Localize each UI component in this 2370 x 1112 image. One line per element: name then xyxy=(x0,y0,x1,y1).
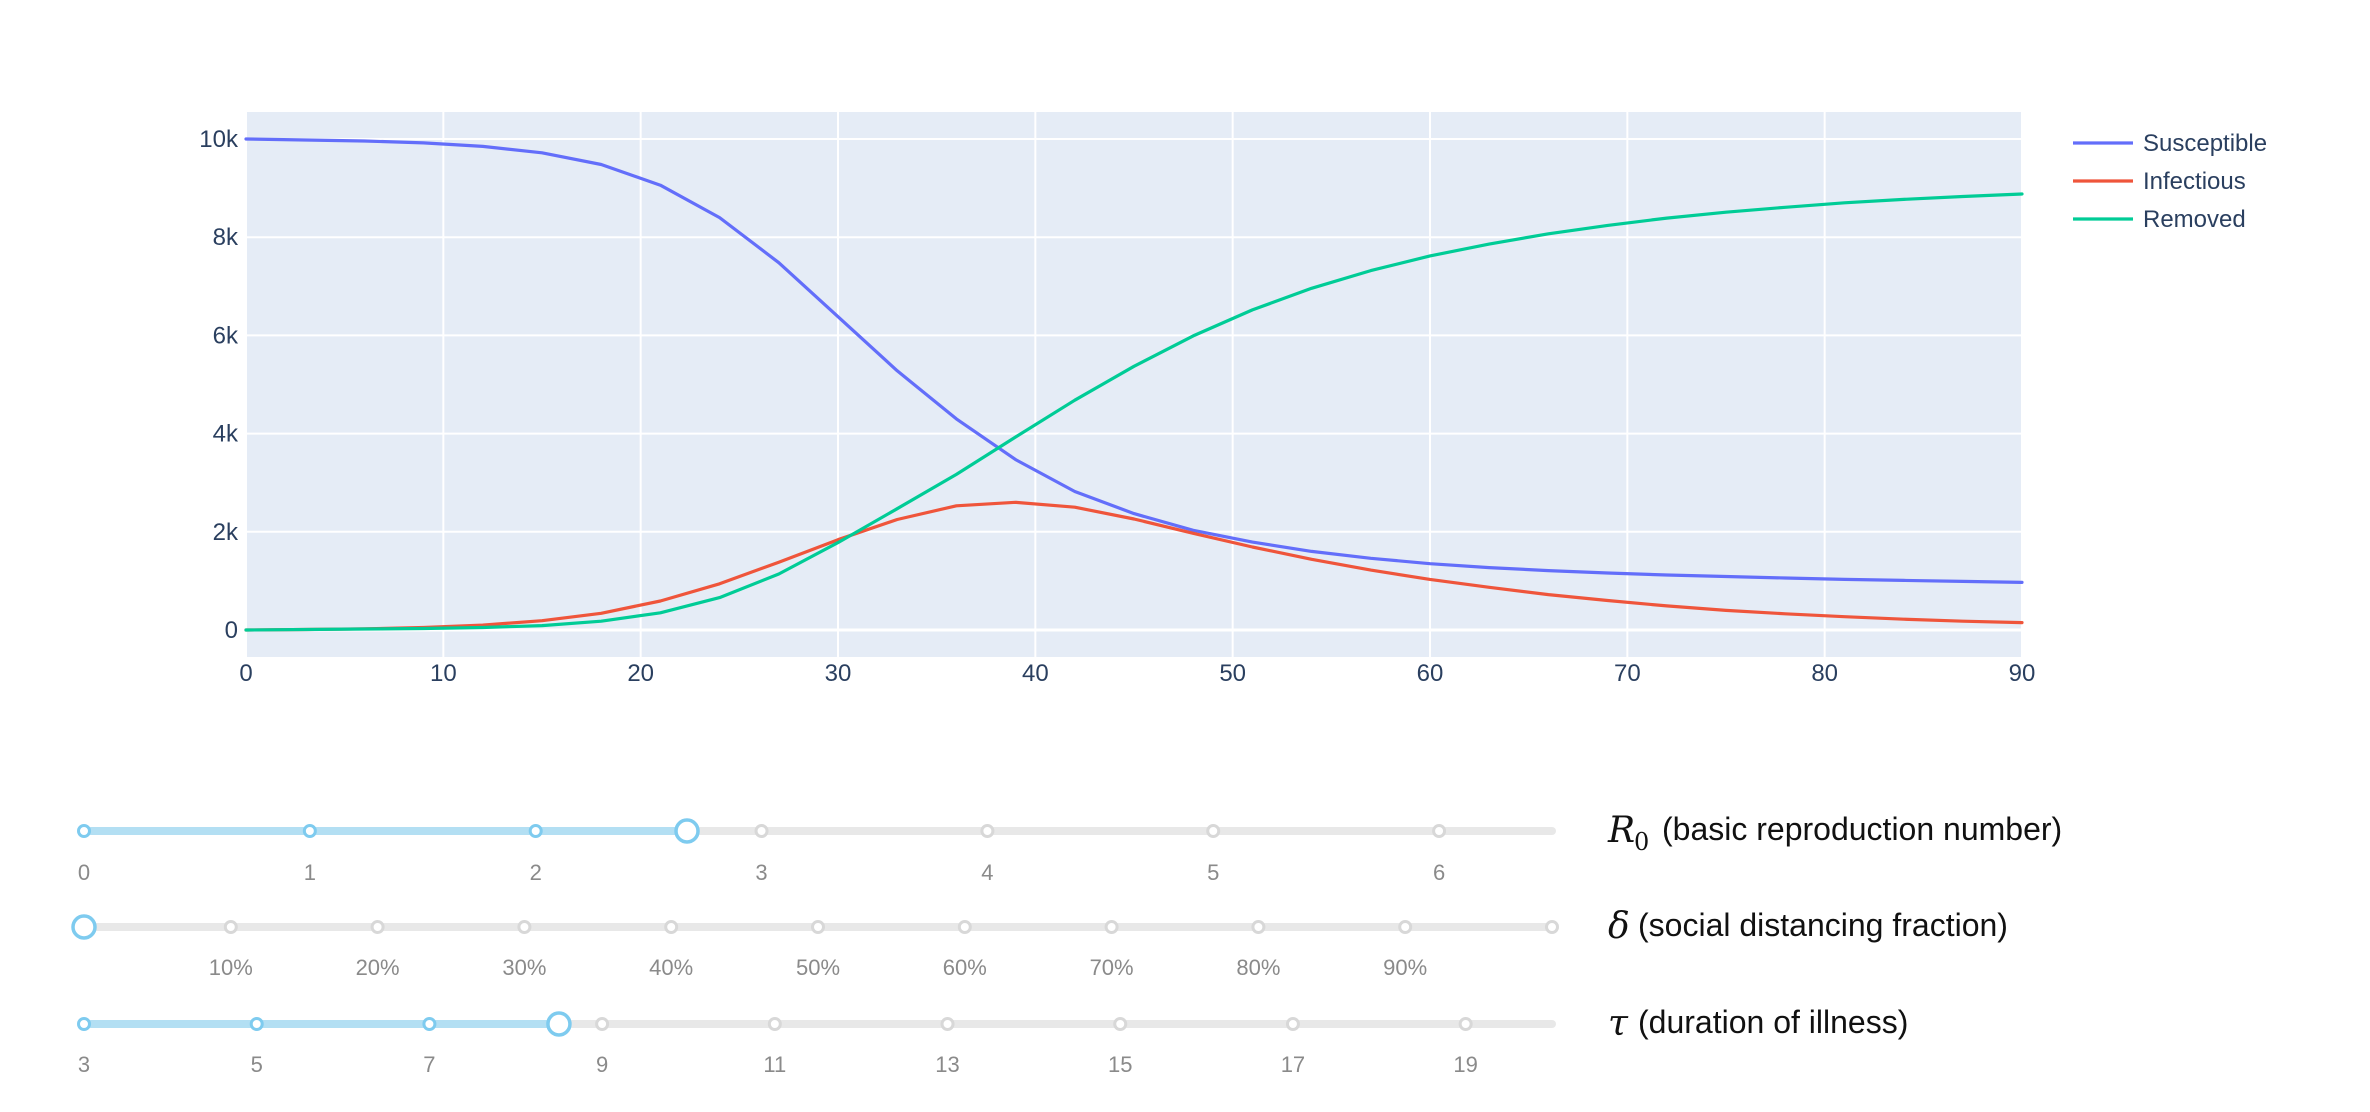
slider-tick-label: 5 xyxy=(251,1052,263,1077)
grid xyxy=(245,112,2023,657)
slider-tick-dot[interactable] xyxy=(517,920,532,934)
y-tick-label: 8k xyxy=(213,224,239,251)
slider-tick-label: 90% xyxy=(1383,955,1427,980)
x-tick-label: 60 xyxy=(1417,660,1444,687)
slider-tick-label: 40% xyxy=(649,955,693,980)
legend-label: Removed xyxy=(2143,206,2246,233)
slider-tick-dot[interactable] xyxy=(980,824,995,838)
slider-tick-label: 30% xyxy=(502,955,546,980)
slider-label: (basic reproduction number) xyxy=(1662,811,2062,847)
slider-tick-label: 20% xyxy=(356,955,400,980)
slider-tick-label: 17 xyxy=(1281,1052,1305,1077)
slider-tick-dot[interactable] xyxy=(1251,920,1266,934)
slider-tick-label: 70% xyxy=(1090,955,1134,980)
plot-area xyxy=(246,112,2022,657)
x-tick-label: 80 xyxy=(1811,660,1838,687)
slider-tick-dot[interactable] xyxy=(77,824,91,838)
slider-tick-dot[interactable] xyxy=(767,1017,782,1031)
slider-tick-dot[interactable] xyxy=(77,1017,91,1031)
slider-tick-dot[interactable] xyxy=(223,920,238,934)
legend: Susceptible Infectious Removed xyxy=(2073,130,2267,233)
slider-tick-dot[interactable] xyxy=(754,824,769,838)
series-line-infectious xyxy=(244,500,2024,632)
slider-tick-label: 9 xyxy=(596,1052,608,1077)
slider-tick-dot[interactable] xyxy=(1104,920,1119,934)
slider-tick-label: 2 xyxy=(530,860,542,885)
y-tick-label: 4k xyxy=(213,421,239,448)
slider-tick-label: 3 xyxy=(78,1052,90,1077)
y-tick-label: 0 xyxy=(225,617,238,644)
legend-item-infectious[interactable]: Infectious xyxy=(2073,168,2246,195)
legend-item-removed[interactable]: Removed xyxy=(2073,206,2246,233)
slider-tick-dot[interactable] xyxy=(811,920,825,934)
x-tick-label: 0 xyxy=(239,660,252,687)
series-line-susceptible xyxy=(244,137,2024,584)
slider-tick-dot[interactable] xyxy=(957,920,972,934)
slider-tick-label: 13 xyxy=(935,1052,959,1077)
slider-tick-label: 80% xyxy=(1236,955,1280,980)
slider-tick-dot[interactable] xyxy=(1458,1017,1473,1031)
slider-tick-dot[interactable] xyxy=(1545,920,1559,934)
slider-tick-dot[interactable] xyxy=(1113,1017,1128,1031)
slider-tick-dot[interactable] xyxy=(595,1017,610,1031)
y-tick-label: 10k xyxy=(199,126,239,153)
slider-label: (duration of illness) xyxy=(1638,1004,1908,1040)
slider-symbol: δ xyxy=(1608,906,1630,947)
legend-label: Infectious xyxy=(2143,168,2246,195)
x-tick-label: 20 xyxy=(627,660,654,687)
slider-tick-label: 19 xyxy=(1453,1052,1477,1077)
slider-tick-label: 60% xyxy=(943,955,987,980)
x-tick-label: 10 xyxy=(430,660,457,687)
y-tick-label: 2k xyxy=(213,519,239,546)
slider-tick-label: 10% xyxy=(209,955,253,980)
x-tick-label: 30 xyxy=(825,660,852,687)
sliders: 0 1 2 3 4 5 6R0 (basic reproduction number)10% 2… xyxy=(71,810,2062,1077)
slider-tick-label: 1 xyxy=(304,860,316,885)
slider-tick-label: 50% xyxy=(796,955,840,980)
slider-tick-dot[interactable] xyxy=(370,920,385,934)
slider-tick-dot[interactable] xyxy=(664,920,679,934)
slider-tau[interactable]: 3 5 7 9 11 13 15 17 19 τ (duration of illness) xyxy=(77,1003,1908,1077)
slider-tick-label: 15 xyxy=(1108,1052,1132,1077)
slider-handle[interactable] xyxy=(71,914,97,940)
slider-tick-label: 3 xyxy=(755,860,767,885)
slider-tick-label: 11 xyxy=(763,1052,786,1077)
slider-label: (social distancing fraction) xyxy=(1638,907,2008,943)
x-axis-ticks: 0 10 20 30 40 50 60 70 80 90 xyxy=(239,660,2035,687)
y-tick-label: 6k xyxy=(213,322,239,349)
x-tick-label: 50 xyxy=(1219,660,1246,687)
x-tick-label: 70 xyxy=(1614,660,1641,687)
slider-subscript: 0 xyxy=(1634,828,1649,856)
x-tick-label: 40 xyxy=(1022,660,1049,687)
slider-tick-label: 7 xyxy=(423,1052,435,1077)
slider-tick-label: 6 xyxy=(1433,860,1445,885)
slider-tick-label: 5 xyxy=(1207,860,1219,885)
y-axis-ticks: 0 2k 4k 6k 8k 10k xyxy=(199,126,239,644)
slider-symbol: τ xyxy=(1608,1003,1629,1044)
x-tick-label: 90 xyxy=(2009,660,2036,687)
slider-r0[interactable]: 0 1 2 3 4 5 6R0 (basic reproduction number) xyxy=(77,810,2062,885)
legend-label: Susceptible xyxy=(2143,130,2267,157)
legend-item-susceptible[interactable]: Susceptible xyxy=(2073,130,2267,157)
slider-tick-dot[interactable] xyxy=(1432,824,1447,838)
slider-tick-label: 0 xyxy=(78,860,90,885)
series-line-removed xyxy=(244,192,2024,632)
slider-tick-label: 4 xyxy=(981,860,993,885)
slider-handle[interactable] xyxy=(674,818,700,844)
slider-symbol: R xyxy=(1607,810,1635,851)
slider-handle[interactable] xyxy=(546,1011,572,1037)
slider-delta[interactable]: 10% 20% 30% 40% 50% 60% 70% 80% 90% δ (social dist… xyxy=(71,906,2008,980)
series-lines xyxy=(244,137,2024,632)
slider-tick-dot[interactable] xyxy=(302,824,317,838)
slider-tick-dot[interactable] xyxy=(940,1017,955,1031)
slider-tick-dot[interactable] xyxy=(1285,1017,1300,1031)
slider-tick-dot[interactable] xyxy=(528,824,543,838)
slider-tick-dot[interactable] xyxy=(1206,824,1221,838)
slider-tick-dot[interactable] xyxy=(1398,920,1413,934)
slider-tick-dot[interactable] xyxy=(422,1017,437,1031)
slider-tick-dot[interactable] xyxy=(249,1017,264,1031)
